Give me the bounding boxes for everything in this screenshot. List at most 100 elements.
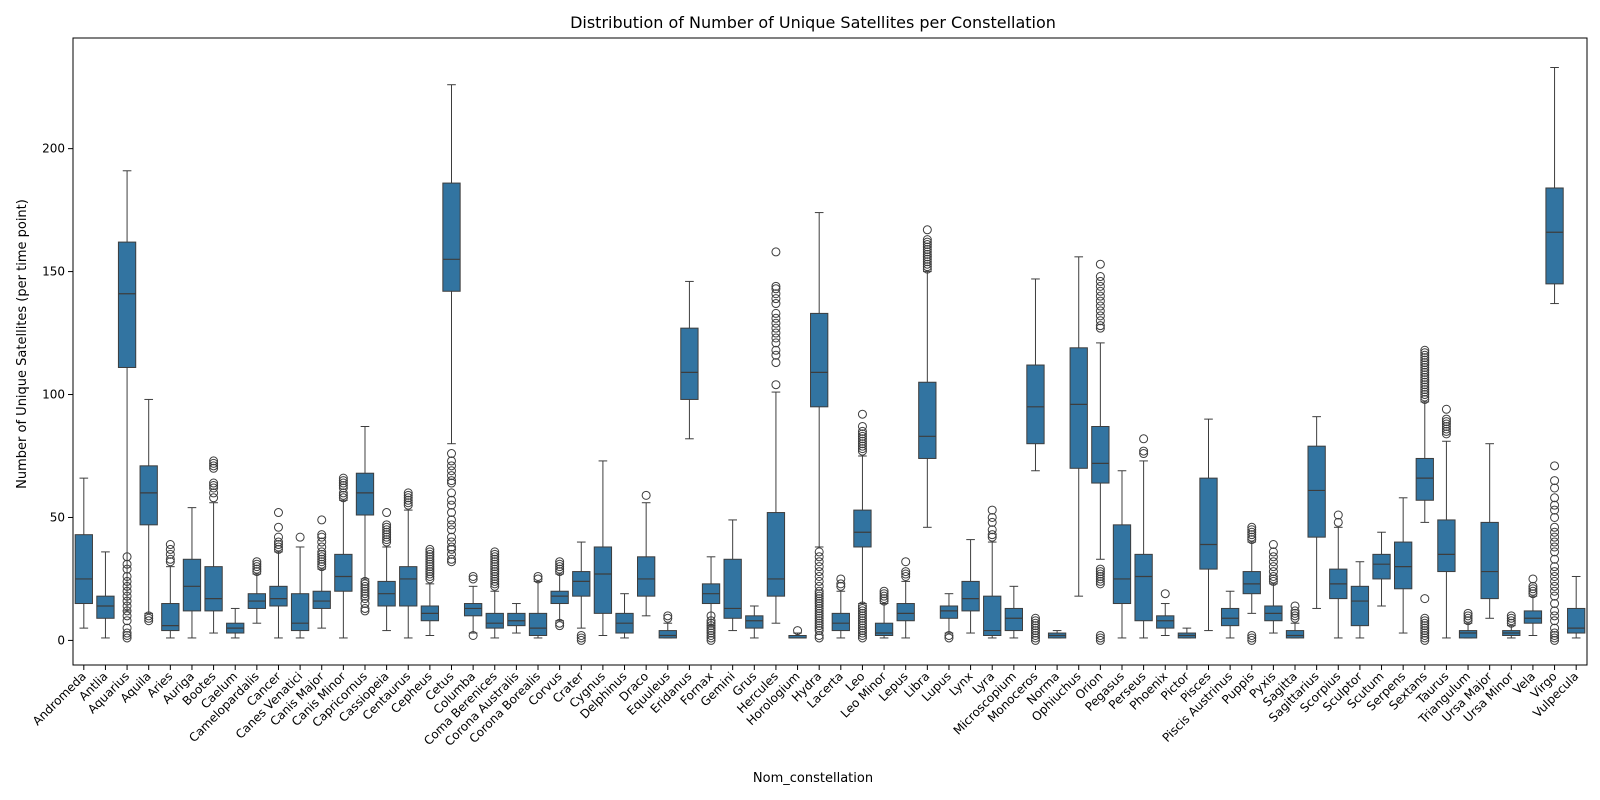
outlier-point xyxy=(1095,276,1105,286)
box-phoenix xyxy=(1156,589,1175,636)
outlier-point xyxy=(922,264,932,274)
outlier-point xyxy=(165,557,175,567)
outlier-point xyxy=(317,542,327,552)
outlier-point xyxy=(857,623,867,633)
outlier-point xyxy=(425,557,435,567)
outlier-point xyxy=(1420,618,1430,628)
outlier-point xyxy=(814,603,824,613)
box-centaurus xyxy=(399,488,418,639)
box-coma-berenices xyxy=(485,547,504,639)
outlier-point xyxy=(901,557,911,567)
box-taurus xyxy=(1437,404,1456,639)
outlier-point xyxy=(1030,618,1040,628)
outlier-point xyxy=(122,601,132,611)
outlier-point xyxy=(122,633,132,643)
outlier-point xyxy=(165,549,175,559)
outlier-point xyxy=(771,350,781,360)
outlier-point xyxy=(836,579,846,589)
outlier-point xyxy=(360,603,370,613)
outlier-point xyxy=(836,574,846,584)
outlier-point xyxy=(1506,613,1516,623)
box-grus xyxy=(745,605,764,639)
box-iqr xyxy=(1458,630,1478,639)
box-ursa-minor xyxy=(1502,611,1521,639)
outlier-point xyxy=(252,559,262,569)
outlier-point xyxy=(447,488,456,498)
box-iqr xyxy=(161,603,180,632)
box-iqr xyxy=(939,605,959,619)
outlier-point xyxy=(273,508,283,518)
plot-area xyxy=(74,67,1586,645)
outlier-point xyxy=(1095,321,1105,331)
outlier-point xyxy=(555,621,565,631)
outlier-point xyxy=(144,611,154,621)
outlier-point xyxy=(814,608,824,618)
box-iqr xyxy=(874,622,894,636)
outlier-point xyxy=(922,259,932,269)
box-iqr xyxy=(1069,347,1088,469)
box-iqr xyxy=(1437,519,1456,573)
outlier-point xyxy=(814,630,824,640)
outlier-point xyxy=(1268,574,1278,584)
outlier-point xyxy=(425,547,435,557)
outlier-point xyxy=(209,461,219,471)
box-vela xyxy=(1523,574,1543,636)
outlier-point xyxy=(1268,540,1278,550)
outlier-point xyxy=(771,247,781,257)
outlier-point xyxy=(317,557,327,567)
chart-title: Distribution of Number of Unique Satelli… xyxy=(570,13,1056,32)
outlier-point xyxy=(922,247,932,257)
outlier-point xyxy=(879,586,889,596)
box-iqr xyxy=(485,612,504,629)
outlier-point xyxy=(706,621,716,631)
outlier-point xyxy=(987,530,997,540)
outlier-point xyxy=(1420,362,1430,372)
outlier-point xyxy=(1420,350,1430,360)
outlier-point xyxy=(576,630,586,640)
outlier-point xyxy=(425,559,435,569)
box-cepheus xyxy=(420,544,440,636)
outlier-point xyxy=(814,581,824,591)
box-camelopardalis xyxy=(247,557,266,624)
outlier-point xyxy=(317,562,327,572)
outlier-point xyxy=(209,483,219,493)
outlier-point xyxy=(360,594,370,604)
outlier-point xyxy=(447,542,456,552)
outlier-point xyxy=(1550,537,1560,547)
box-columba xyxy=(463,571,483,640)
outlier-point xyxy=(447,461,456,471)
outlier-point xyxy=(338,473,348,483)
outlier-point xyxy=(857,616,867,626)
outlier-point xyxy=(857,444,867,454)
outlier-point xyxy=(490,581,500,591)
y-axis: 0 50 100 150 200 xyxy=(42,142,73,647)
box-capricornus xyxy=(355,425,375,616)
box-aquarius xyxy=(117,170,137,643)
box-bootes xyxy=(204,456,223,634)
outlier-point xyxy=(922,249,932,259)
box-iqr xyxy=(1134,553,1153,622)
outlier-point xyxy=(273,522,283,532)
box-iqr xyxy=(1394,541,1413,590)
outlier-point xyxy=(1528,581,1538,591)
outlier-point xyxy=(1420,628,1430,638)
outlier-point xyxy=(1420,345,1430,355)
box-corona-australis xyxy=(507,603,526,634)
outlier-point xyxy=(1550,616,1560,626)
outlier-point xyxy=(944,630,954,640)
outlier-point xyxy=(814,586,824,596)
box-iqr xyxy=(334,553,353,592)
outlier-point xyxy=(1463,611,1473,621)
box-leo-minor xyxy=(874,586,894,639)
outlier-point xyxy=(209,493,219,503)
outlier-point xyxy=(490,567,500,577)
outlier-point xyxy=(490,574,500,584)
outlier-point xyxy=(447,456,456,466)
outlier-point xyxy=(771,358,781,368)
outlier-point xyxy=(468,571,478,581)
outlier-point xyxy=(1290,608,1300,618)
outlier-point xyxy=(1420,355,1430,365)
outlier-point xyxy=(447,466,456,476)
box-iqr xyxy=(810,312,829,408)
box-iqr xyxy=(1004,607,1023,632)
